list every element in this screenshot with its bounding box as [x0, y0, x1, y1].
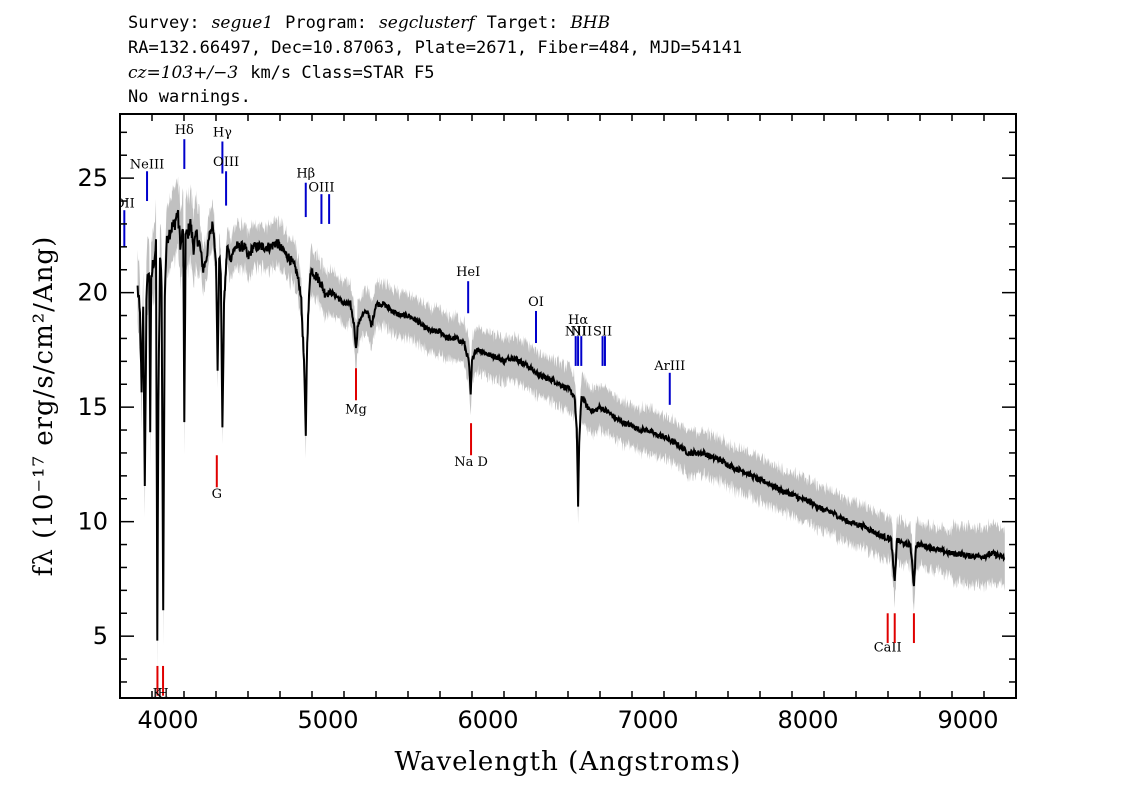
program-label: Program: [285, 13, 367, 33]
emission-line-label: NeIII [130, 157, 164, 172]
header-line-2: RA=132.66497, Dec=10.87063, Plate=2671, … [128, 38, 742, 58]
emission-line-label: Hγ [213, 125, 232, 140]
emission-line-label: NII [570, 325, 592, 340]
x-tick-label: 7000 [617, 706, 678, 734]
x-tick-label: 6000 [457, 706, 518, 734]
emission-line-label: NII [565, 325, 587, 340]
target-value: BHB [569, 13, 610, 33]
x-tick-label: 8000 [777, 706, 838, 734]
y-tick-label: 10 [77, 508, 108, 536]
y-tick-label: 5 [93, 622, 108, 650]
emission-line-label: OIII [308, 180, 334, 195]
emission-line-label: OIII [213, 155, 239, 170]
target-label: Target: [487, 13, 559, 33]
axes: 4000 5000 6000 7000 8000 9000 5 10 15 20 25 [77, 113, 1017, 734]
absorption-line-label: H [157, 686, 168, 701]
absorption-line-label: CaII [874, 641, 902, 656]
emission-line-label: OII [114, 196, 135, 211]
class-value: km/s Class=STAR F5 [250, 63, 434, 83]
absorption-line-label: Na D [454, 455, 488, 470]
emission-line-label: HeI [456, 265, 480, 280]
x-axis-title: Wavelength (Angstroms) [395, 747, 742, 777]
axis-ticks: 4000 5000 6000 7000 8000 9000 5 10 15 20 25 [77, 114, 1017, 734]
emission-line-label: SII [593, 325, 612, 340]
survey-label: Survey: [128, 13, 200, 33]
header-block: Survey: segue1 Program: segclusterf Targ… [128, 13, 742, 107]
emission-line-label: ArIII [653, 359, 685, 374]
header-line-3: cz=103+/−3 km/s Class=STAR F5 [128, 63, 434, 83]
spectrum-series-line [136, 209, 1006, 641]
emission-line-label: Hδ [175, 123, 194, 138]
emission-line-label: Hβ [296, 167, 315, 182]
x-tick-label: 9000 [937, 706, 998, 734]
survey-value: segue1 [212, 13, 274, 33]
absorption-line-label: K [153, 686, 163, 701]
redshift-value: cz=103+/−3 [128, 63, 238, 83]
absorption-line-label: Mg [345, 402, 367, 417]
y-axis-title: fλ (10⁻¹⁷ erg/s/cm²/Ang) [29, 236, 59, 576]
header-line-4: No warnings. [128, 87, 251, 107]
x-tick-label: 5000 [297, 706, 358, 734]
absorption-line-label: G [212, 487, 222, 502]
header-line-1: Survey: segue1 Program: segclusterf Targ… [128, 13, 610, 33]
y-tick-label: 20 [77, 279, 108, 307]
program-value: segclusterf [379, 13, 477, 33]
x-tick-label: 4000 [137, 706, 198, 734]
y-tick-label: 25 [77, 164, 108, 192]
emission-line-label: Hα [568, 313, 588, 328]
emission-line-label: OI [528, 295, 544, 310]
y-tick-label: 15 [77, 393, 108, 421]
